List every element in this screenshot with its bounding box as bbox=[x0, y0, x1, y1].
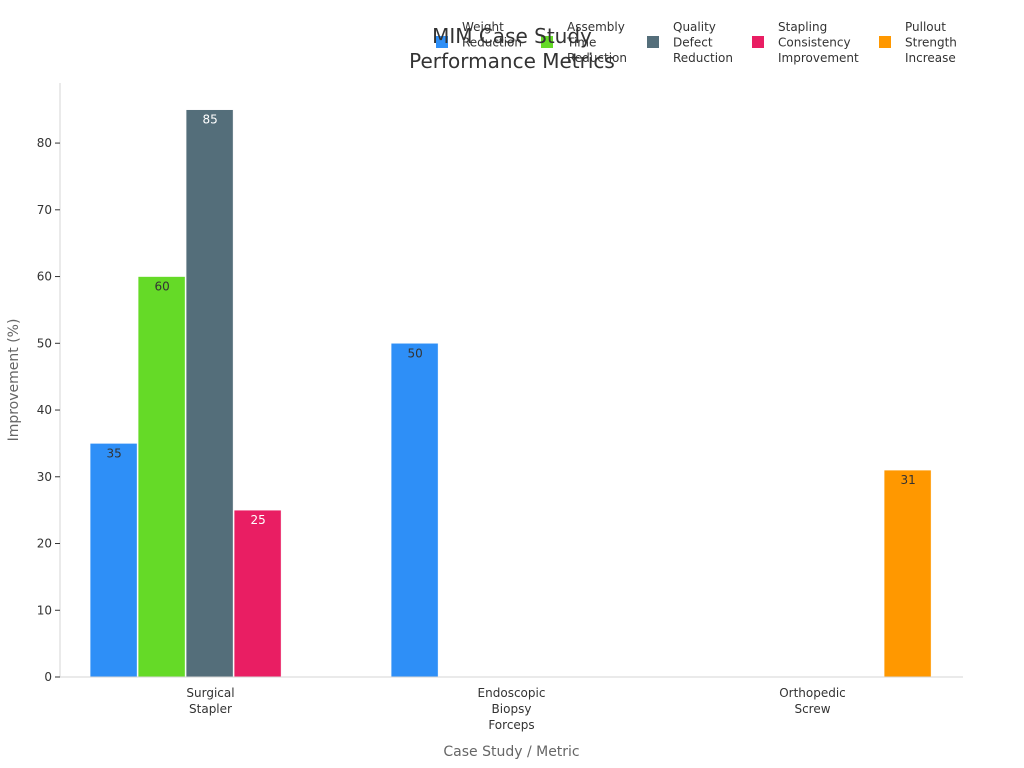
bar bbox=[883, 469, 932, 678]
bar bbox=[137, 276, 186, 678]
x-axis-title: Case Study / Metric bbox=[443, 744, 579, 760]
y-tick-label: 70 bbox=[37, 203, 52, 217]
bar bbox=[233, 509, 282, 678]
y-axis-title: Improvement (%) bbox=[6, 319, 22, 442]
bar-value-label: 31 bbox=[900, 473, 915, 487]
y-tick-label: 60 bbox=[37, 270, 52, 284]
bar-value-label: 60 bbox=[154, 280, 169, 294]
y-tick-label: 30 bbox=[37, 470, 52, 484]
x-tick-label: Endoscopic Biopsy Forceps bbox=[478, 686, 546, 732]
y-tick-label: 40 bbox=[37, 403, 52, 417]
chart-title-line: MIM Case Study bbox=[432, 24, 592, 48]
axes-layer: 0 10 20 30 40 50 60 70 80 Surgical Stapler Endoscop… bbox=[6, 83, 963, 760]
legend-swatch bbox=[541, 36, 553, 48]
labels-layer: 35 50 60 85 25 31 bbox=[106, 113, 915, 527]
y-tick-label: 80 bbox=[37, 136, 52, 150]
bar bbox=[390, 343, 439, 678]
legend-label: Quality Defect Reduction bbox=[673, 20, 733, 65]
bar-value-label: 25 bbox=[250, 513, 265, 527]
y-tick-label: 20 bbox=[37, 537, 52, 551]
legend-label: Stapling Consistency Improvement bbox=[778, 20, 859, 65]
bar bbox=[185, 109, 234, 678]
bar-value-label: 50 bbox=[407, 346, 422, 360]
x-tick-label: Orthopedic Screw bbox=[779, 686, 846, 716]
legend-swatch bbox=[752, 36, 764, 48]
legend-swatch bbox=[879, 36, 891, 48]
bar bbox=[89, 443, 138, 678]
bar-value-label: 35 bbox=[106, 446, 121, 460]
bar-value-label: 85 bbox=[202, 113, 217, 127]
x-tick-label: Surgical Stapler bbox=[186, 686, 234, 716]
legend-label: Assembly Time Reduction bbox=[566, 20, 627, 65]
legend-swatch bbox=[436, 36, 448, 48]
legend: Weight Reduction Assembly Time Reduction Qual… bbox=[436, 20, 957, 65]
legend-swatch bbox=[647, 36, 659, 48]
bars-layer bbox=[89, 109, 932, 678]
y-tick-label: 10 bbox=[37, 603, 52, 617]
y-tick-label: 0 bbox=[44, 670, 52, 684]
y-tick-label: 50 bbox=[37, 336, 52, 350]
legend-label: Weight Reduction bbox=[462, 20, 522, 50]
legend-label: Pullout Strength Increase bbox=[905, 20, 957, 65]
chart-title-line: Performance Metrics bbox=[409, 49, 615, 73]
